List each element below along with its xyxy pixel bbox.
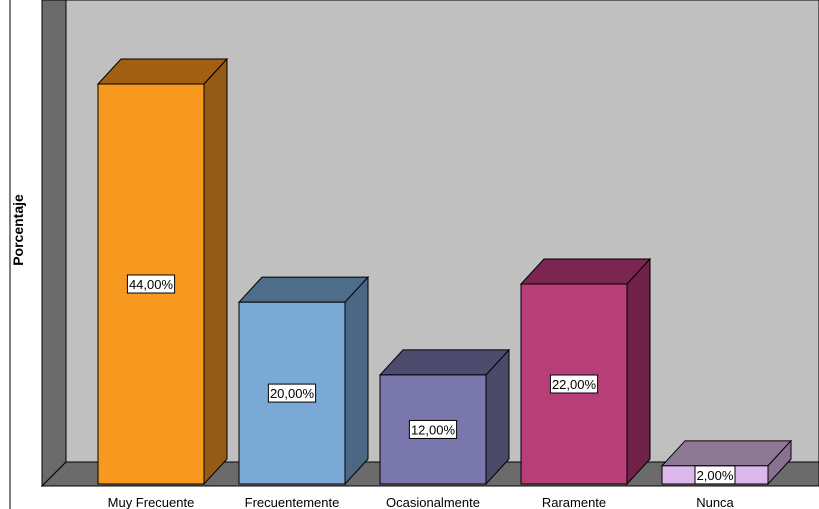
data-label-box: [408, 419, 458, 439]
bar-frecuentemente: 20,00%: [237, 275, 370, 486]
data-label: 44,00%: [129, 277, 174, 292]
x-tick-label: Ocasionalmente: [386, 495, 480, 509]
x-tick-label: Nunca: [696, 495, 734, 509]
bar-side-face: [626, 257, 651, 486]
data-label: 2,00%: [697, 468, 734, 483]
y-axis-label: Porcentaje: [3, 145, 33, 315]
bar-front-face: [379, 374, 487, 485]
data-label: 12,00%: [411, 422, 456, 437]
x-tick-label: Frecuentemente: [245, 495, 340, 509]
bar-side-face: [203, 57, 228, 486]
data-label-box: [549, 374, 599, 394]
data-label-box: [267, 383, 317, 403]
data-label: 20,00%: [270, 386, 315, 401]
bar-side-face: [344, 275, 369, 486]
y-axis-label-text: Porcentaje: [10, 194, 26, 266]
bars-group: 44,00% 20,00% 12,00% 22,00% 2,00%: [96, 57, 793, 486]
data-label: 22,00%: [552, 377, 597, 392]
category-labels: Muy Frecuente Frecuentemente Ocasionalment…: [108, 495, 735, 509]
bar-nunca: 2,00%: [660, 439, 793, 486]
bar-raramente: 22,00%: [519, 257, 652, 486]
x-tick-label: Muy Frecuente: [108, 495, 195, 509]
bar-muy-frecuente: 44,00%: [96, 57, 229, 486]
x-tick-label: Raramente: [542, 495, 606, 509]
bar-ocasionalmente: 12,00%: [378, 348, 511, 486]
data-label-box: [126, 274, 176, 294]
chart-left-wall: [41, 0, 67, 488]
data-label-box: [694, 465, 736, 485]
